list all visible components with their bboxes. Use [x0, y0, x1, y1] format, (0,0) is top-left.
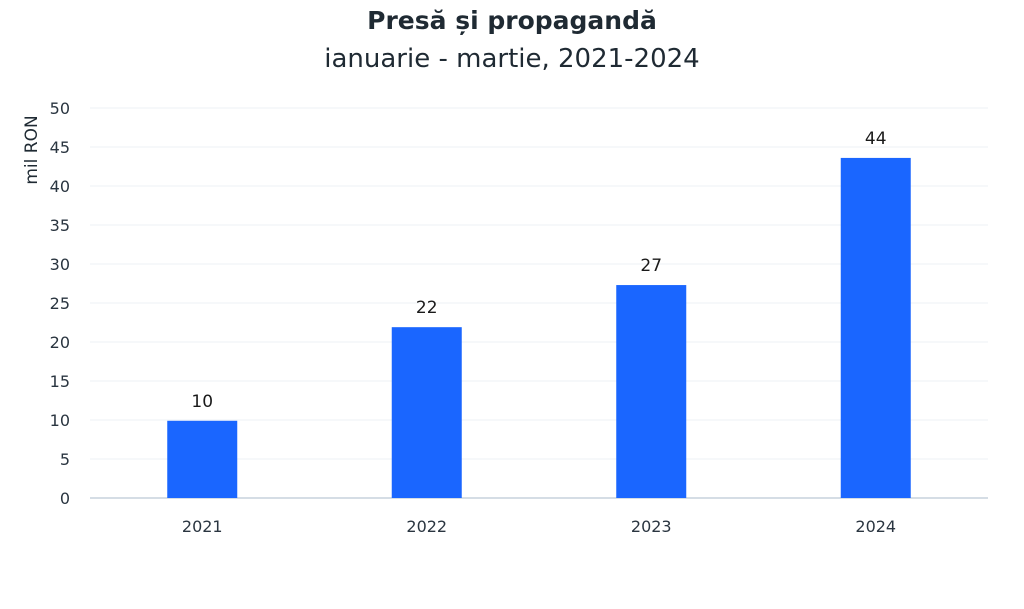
bar-2022: [391, 327, 462, 498]
y-tick-label: 10: [50, 411, 70, 430]
y-tick-label: 15: [50, 372, 70, 391]
x-tick-label: 2024: [855, 517, 896, 536]
bar-2021: [167, 420, 238, 498]
chart-title: Presă și propagandă: [367, 6, 657, 35]
y-tick-label: 35: [50, 216, 70, 235]
data-label-2021: 10: [191, 392, 213, 412]
x-tick-label: 2022: [406, 517, 447, 536]
bar-2024: [840, 157, 911, 499]
bar-2023: [616, 285, 687, 498]
y-axis-ticks: 0 5 10 15 20 25 30 35 40 45 50: [50, 99, 70, 508]
data-label-2022: 22: [416, 298, 438, 318]
y-tick-label: 40: [50, 177, 70, 196]
x-tick-label: 2023: [631, 517, 672, 536]
chart-subtitle: ianuarie - martie, 2021-2024: [324, 44, 700, 74]
data-label-2024: 44: [865, 129, 887, 149]
x-axis-ticks: 2021 2022 2023 2024: [182, 517, 896, 536]
bars: [167, 157, 911, 499]
y-tick-label: 5: [60, 450, 70, 469]
y-tick-label: 45: [50, 138, 70, 157]
y-tick-label: 25: [50, 294, 70, 313]
y-tick-label: 30: [50, 255, 70, 274]
y-axis-label: mil RON: [22, 115, 42, 184]
gridlines: [90, 107, 988, 499]
x-tick-label: 2021: [182, 517, 223, 536]
data-label-2023: 27: [640, 256, 662, 276]
y-tick-label: 50: [50, 99, 70, 118]
y-tick-label: 0: [60, 489, 70, 508]
data-labels: 10 22 27 44: [191, 129, 886, 412]
y-tick-label: 20: [50, 333, 70, 352]
